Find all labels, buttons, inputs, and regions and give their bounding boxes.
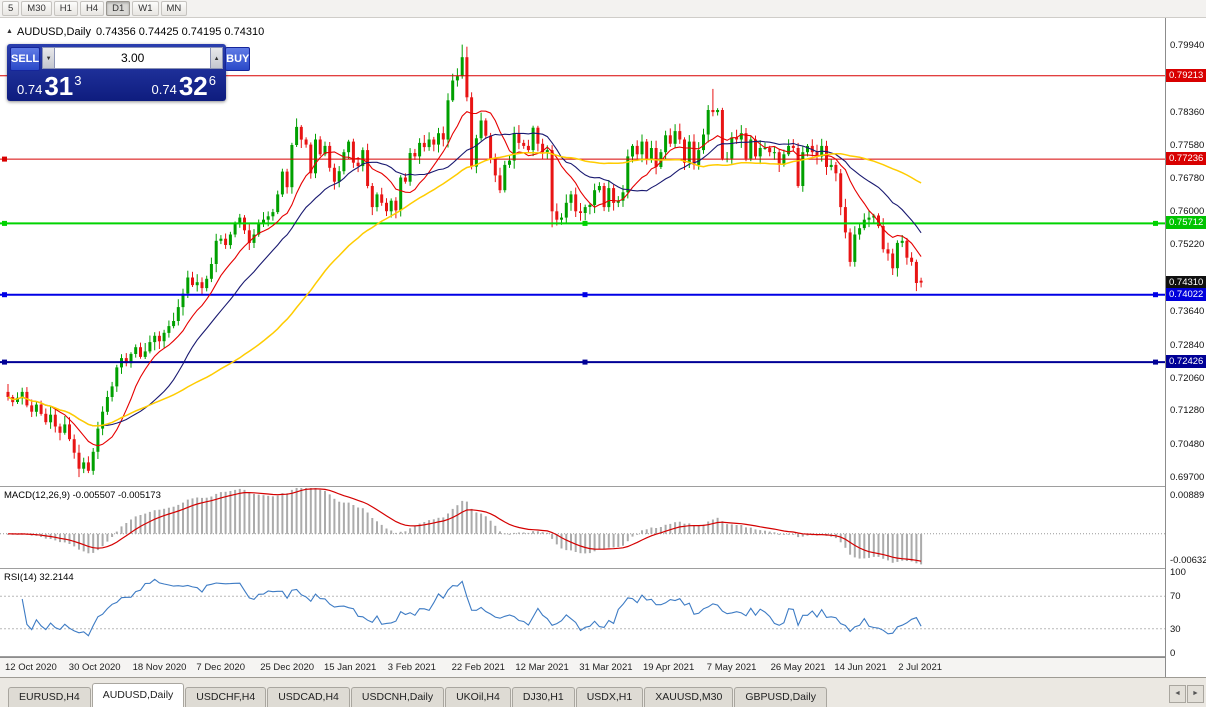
buy-price: 0.74 32 6 — [152, 70, 216, 100]
one-click-prices-row: 0.74 31 3 0.74 32 6 — [7, 70, 226, 100]
buy-price-prefix: 0.74 — [151, 82, 177, 97]
tab-dj30-h1[interactable]: DJ30,H1 — [511, 687, 575, 707]
sell-button[interactable]: SELL — [10, 47, 41, 71]
chart-symbol-period: AUDUSD,Daily — [17, 26, 91, 38]
pane-separator[interactable] — [0, 486, 1165, 487]
time-axis-label: 19 Apr 2021 — [643, 662, 695, 673]
chart-window: ▲ AUDUSD,Daily 0.74356 0.74425 0.74195 0.… — [0, 18, 1206, 678]
tab-usdchf-h4[interactable]: USDCHF,H4 — [185, 687, 267, 707]
price-axis-label: 0.78360 — [1170, 106, 1205, 118]
tab-xauusd-m30[interactable]: XAUUSD,M30 — [644, 687, 734, 707]
timeframe-button-w1[interactable]: W1 — [132, 1, 159, 16]
buy-price-big: 32 — [178, 71, 208, 101]
rsi-canvas[interactable] — [0, 569, 1165, 656]
volume-field: ▼ ▲ — [42, 47, 224, 69]
time-axis-label: 12 Oct 2020 — [5, 662, 57, 673]
timeframe-button-m30[interactable]: M30 — [21, 1, 52, 16]
macd-pane[interactable]: MACD(12,26,9) -0.005507 -0.005173 — [0, 487, 1165, 568]
price-axis-label: 0.79940 — [1170, 40, 1205, 51]
volume-decrease-button[interactable]: ▼ — [42, 47, 56, 69]
price-axis-badge: 0.74310 — [1166, 275, 1206, 289]
timeframe-button-d1[interactable]: D1 — [106, 1, 131, 16]
sell-price-sup: 3 — [74, 73, 82, 88]
macd-axis-bottom-label: -0.00632 — [1170, 555, 1206, 566]
pane-separator[interactable] — [0, 656, 1165, 657]
sell-price-big: 31 — [44, 71, 74, 101]
time-axis-label: 2 Jul 2021 — [898, 662, 943, 673]
time-axis-label: 26 May 2021 — [770, 662, 826, 673]
price-axis-label: 0.70480 — [1170, 439, 1205, 451]
price-axis-badge: 0.79213 — [1166, 68, 1206, 82]
one-click-trading-panel: SELL ▼ ▲ BUY 0.74 31 3 0.74 — [7, 44, 251, 101]
macd-label: MACD(12,26,9) -0.005507 -0.005173 — [4, 490, 161, 501]
price-axis-badge: 0.74022 — [1166, 287, 1206, 301]
price-axis-label: 0.69700 — [1170, 472, 1205, 484]
timeframe-button-h1[interactable]: H1 — [53, 1, 78, 16]
time-axis-label: 12 Mar 2021 — [515, 662, 569, 673]
timeframe-toolbar: 5 M30 H1 H4 D1 W1 MN — [0, 0, 1206, 18]
price-axis-label: 0.76000 — [1170, 206, 1205, 218]
chart-ohlc-values: 0.74356 0.74425 0.74195 0.74310 — [95, 26, 265, 38]
tabs-scroll-right-button[interactable]: ► — [1187, 685, 1204, 703]
main-chart-pane[interactable]: ▲ AUDUSD,Daily 0.74356 0.74425 0.74195 0.… — [0, 18, 1165, 486]
buy-button[interactable]: BUY — [225, 47, 251, 71]
price-axis-label: 0.71280 — [1170, 405, 1205, 417]
volume-input[interactable] — [55, 47, 211, 69]
tabs-scroll-left-button[interactable]: ◄ — [1169, 685, 1186, 703]
time-axis-label: 7 May 2021 — [706, 662, 757, 673]
price-axis-label: 0.73640 — [1170, 305, 1205, 317]
time-axis-label: 15 Jan 2021 — [324, 662, 377, 673]
tab-gbpusd-daily[interactable]: GBPUSD,Daily — [734, 687, 827, 707]
time-axis-label: 3 Feb 2021 — [387, 662, 436, 673]
tab-usdx-h1[interactable]: USDX,H1 — [575, 687, 644, 707]
tab-eurusd-h4[interactable]: EURUSD,H4 — [8, 687, 91, 707]
one-click-controls-row: SELL ▼ ▲ BUY — [10, 47, 251, 71]
rsi-axis-label: 70 — [1170, 591, 1181, 603]
buy-price-sup: 6 — [208, 73, 216, 88]
timeframe-button-mn[interactable]: MN — [160, 1, 188, 16]
macd-axis-top-label: 0.00889 — [1170, 490, 1205, 501]
price-axis-label: 0.75220 — [1170, 239, 1205, 251]
tab-scroll-arrows: ◄ ► — [1169, 685, 1204, 703]
price-axis[interactable]: 0.79940 0.78360 0.77580 0.76780 0.76000 0.752… — [1165, 18, 1206, 677]
price-axis-label: 0.72060 — [1170, 372, 1205, 384]
main-chart-canvas[interactable] — [0, 18, 1165, 486]
tab-usdcnh-daily[interactable]: USDCNH,Daily — [350, 687, 445, 707]
tab-ukoil-h4[interactable]: UKOil,H4 — [445, 687, 511, 707]
chart-title: AUDUSD,Daily 0.74356 0.74425 0.74195 0.74… — [17, 26, 269, 38]
sell-price: 0.74 31 3 — [17, 70, 81, 100]
tab-audusd-daily[interactable]: AUDUSD,Daily — [91, 683, 185, 707]
macd-canvas[interactable] — [0, 487, 1165, 568]
rsi-pane[interactable]: RSI(14) 32.2144 — [0, 569, 1165, 656]
price-axis-badge: 0.75712 — [1166, 216, 1206, 230]
time-axis-label: 30 Oct 2020 — [68, 662, 121, 673]
time-axis-label: 31 Mar 2021 — [579, 662, 633, 673]
time-axis-label: 25 Dec 2020 — [260, 662, 315, 673]
tab-bar: EURUSD,H4 AUDUSD,Daily USDCHF,H4 USDCAD,H4 U… — [0, 677, 1206, 707]
price-axis-label: 0.77580 — [1170, 139, 1205, 151]
time-axis-label: 22 Feb 2021 — [451, 662, 505, 673]
time-axis-label: 7 Dec 2020 — [196, 662, 245, 673]
rsi-axis-label: 30 — [1170, 623, 1181, 635]
rsi-label: RSI(14) 32.2144 — [4, 572, 74, 583]
time-axis[interactable]: 12 Oct 2020 30 Oct 2020 18 Nov 2020 7 Dec 2… — [0, 657, 1165, 678]
sell-price-prefix: 0.74 — [17, 82, 43, 97]
pane-separator[interactable] — [0, 568, 1165, 569]
chart-tabs: EURUSD,H4 AUDUSD,Daily USDCHF,H4 USDCAD,H4 U… — [0, 678, 1206, 707]
price-axis-badge: 0.77236 — [1166, 152, 1206, 166]
price-axis-label: 0.72840 — [1170, 339, 1205, 351]
timeframe-button-h4[interactable]: H4 — [79, 1, 105, 16]
rsi-axis-label: 100 — [1170, 567, 1186, 578]
volume-increase-button[interactable]: ▲ — [210, 47, 224, 69]
price-axis-label: 0.76780 — [1170, 173, 1205, 185]
timeframe-button-5[interactable]: 5 — [2, 1, 20, 16]
price-axis-badge: 0.72426 — [1166, 355, 1206, 369]
one-click-toggle-icon[interactable]: ▲ — [6, 28, 13, 35]
time-axis-label: 14 Jun 2021 — [834, 662, 887, 673]
rsi-axis-label: 0 — [1170, 648, 1176, 659]
tab-usdcad-h4[interactable]: USDCAD,H4 — [267, 687, 350, 707]
time-axis-label: 18 Nov 2020 — [132, 662, 187, 673]
